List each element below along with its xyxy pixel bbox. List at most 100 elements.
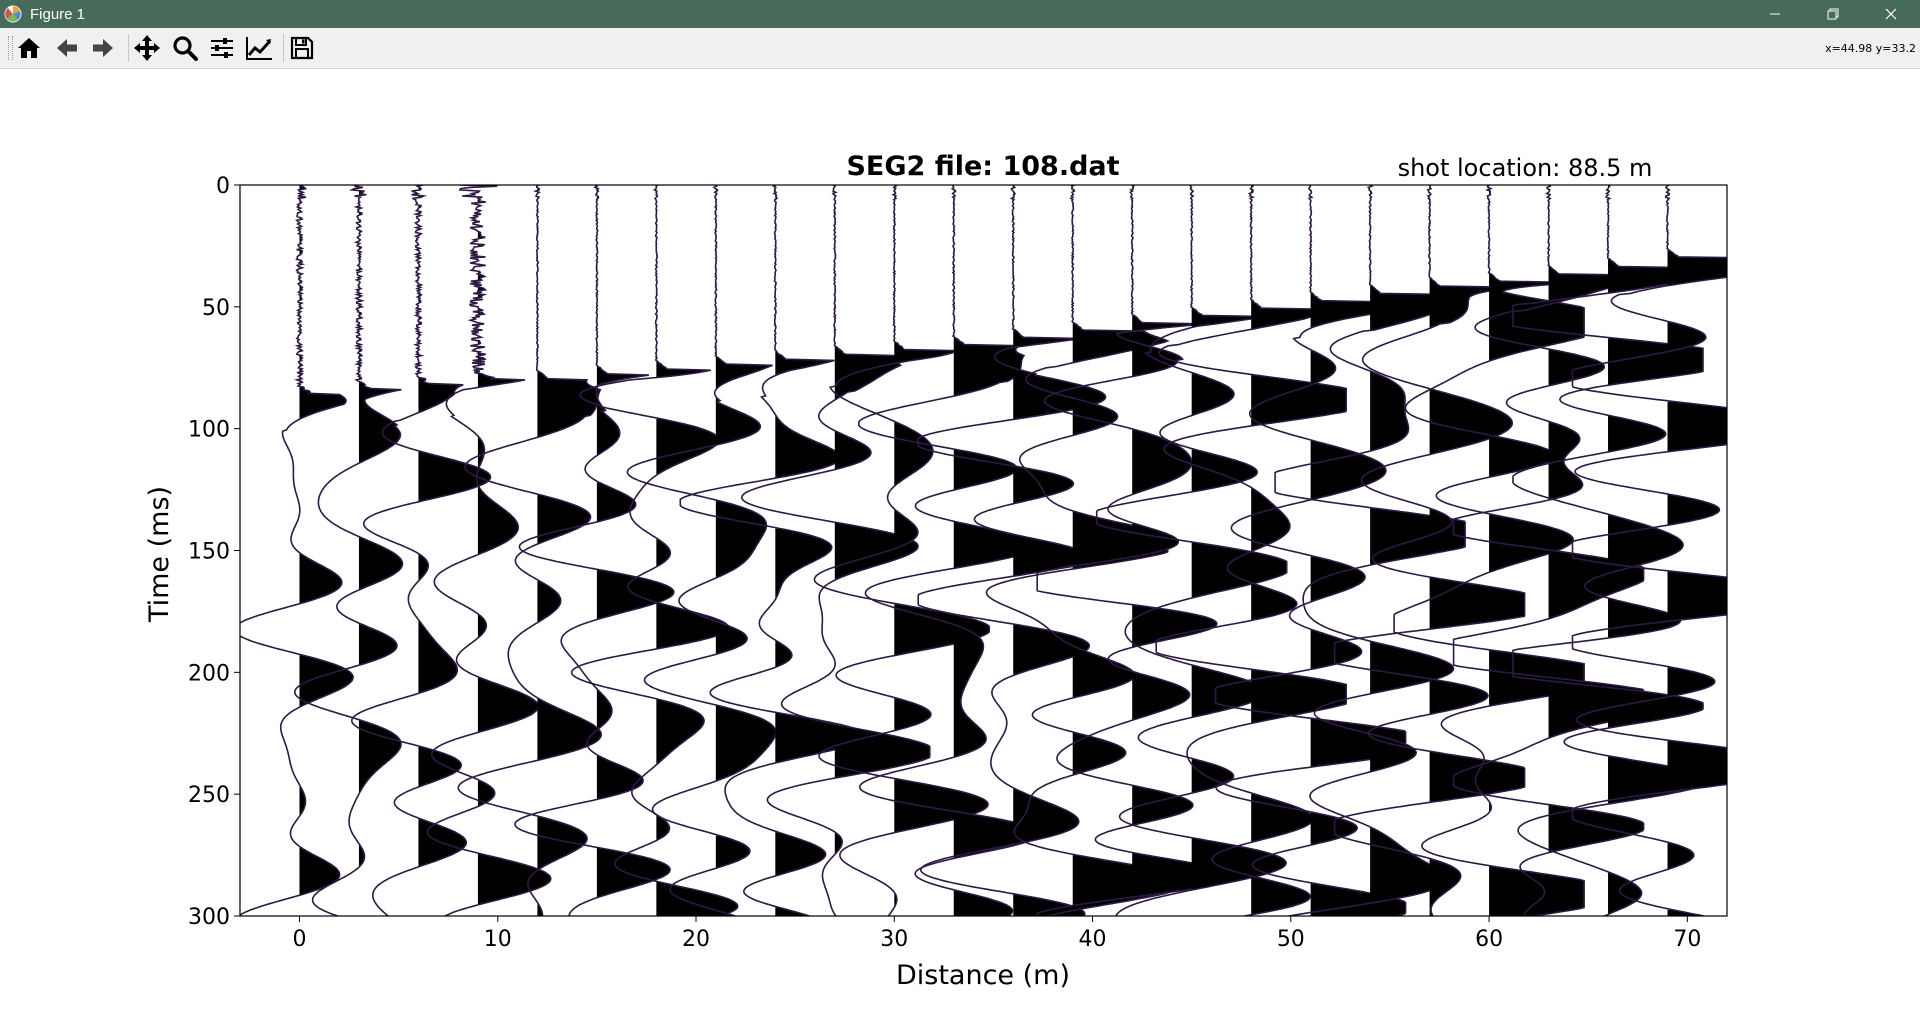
- trace-wiggle: [1452, 185, 1645, 916]
- home-icon: [18, 38, 40, 58]
- trace-fill: [1013, 185, 1106, 916]
- navigation-toolbar: x=44.98 y=33.2: [0, 28, 1920, 69]
- pan-button[interactable]: [131, 32, 163, 64]
- chart-title: SEG2 file: 108.dat: [846, 151, 1119, 182]
- arrow-left-icon: [57, 39, 77, 57]
- trace-fill: [1489, 185, 1585, 916]
- trace-fill: [1667, 185, 1727, 916]
- y-tick-label: 100: [188, 418, 230, 443]
- trace-wiggle: [570, 185, 739, 916]
- y-tick-label: 50: [202, 296, 230, 321]
- seismic-trace: [1036, 185, 1228, 916]
- magnifier-icon: [173, 36, 198, 61]
- trace-wiggle: [1155, 185, 1347, 916]
- x-tick-label: 40: [1079, 927, 1107, 952]
- seismic-trace: [1512, 185, 1704, 916]
- seismic-trace: [741, 185, 931, 916]
- trace-fill: [1608, 185, 1704, 915]
- seismic-trace: [1571, 185, 1727, 916]
- toolbar-separator: [128, 34, 129, 62]
- x-axis: 0 10 20 30 40 50 60 70: [292, 916, 1701, 952]
- trace-fill: [1310, 191, 1406, 916]
- y-tick-label: 250: [188, 783, 230, 808]
- close-button[interactable]: [1862, 0, 1920, 28]
- traces-layer: [240, 185, 1727, 916]
- cursor-coordinates: x=44.98 y=33.2: [1825, 42, 1916, 55]
- trace-fill: [299, 185, 354, 896]
- trace-fill: [1370, 186, 1466, 904]
- x-tick-label: 70: [1673, 927, 1701, 952]
- window-title: Figure 1: [30, 5, 86, 23]
- restore-icon: [1827, 8, 1839, 20]
- title-bar: Figure 1: [0, 0, 1920, 28]
- trace-fill: [834, 186, 930, 916]
- trace-wiggle: [350, 185, 492, 916]
- restore-button[interactable]: [1804, 0, 1862, 28]
- trace-wiggle: [1571, 185, 1727, 916]
- x-tick-label: 30: [880, 927, 908, 952]
- subplots-button[interactable]: [206, 32, 238, 64]
- arrow-right-icon: [93, 39, 113, 57]
- seismic-trace: [813, 185, 991, 916]
- shot-location-annotation: shot location: 88.5 m: [1398, 154, 1653, 182]
- y-tick-label: 200: [188, 661, 230, 686]
- forward-button[interactable]: [87, 32, 119, 64]
- x-tick-label: 60: [1475, 927, 1503, 952]
- seismic-trace: [1452, 185, 1645, 916]
- seismic-trace: [985, 185, 1170, 916]
- seismic-trace: [626, 185, 777, 916]
- trace-fill: [1072, 185, 1168, 912]
- trace-fill: [358, 187, 403, 868]
- minimize-button[interactable]: [1746, 0, 1804, 28]
- y-tick-label: 0: [216, 174, 230, 199]
- matplotlib-logo-icon: [4, 5, 22, 23]
- minimize-icon: [1770, 13, 1780, 15]
- seismic-chart[interactable]: SEG2 file: 108.dat shot location: 88.5 m…: [0, 69, 1920, 1030]
- trace-wiggle: [741, 185, 931, 916]
- trace-wiggle: [985, 185, 1170, 916]
- trace-fill: [656, 185, 738, 916]
- trace-wiggle: [1095, 185, 1288, 916]
- save-button[interactable]: [286, 32, 318, 64]
- zoom-button[interactable]: [169, 32, 201, 64]
- x-tick-label: 0: [292, 927, 306, 952]
- seismic-trace: [570, 185, 739, 916]
- back-button[interactable]: [51, 32, 83, 64]
- sliders-icon: [211, 38, 233, 58]
- figure-canvas[interactable]: SEG2 file: 108.dat shot location: 88.5 m…: [0, 69, 1920, 1030]
- seismic-trace: [350, 185, 492, 916]
- seismic-trace: [240, 185, 354, 916]
- trace-wiggle: [679, 185, 867, 916]
- x-tick-label: 20: [682, 927, 710, 952]
- home-button[interactable]: [13, 32, 45, 64]
- floppy-disk-icon: [290, 36, 314, 60]
- y-axis: 0 50 100 150 200 250 300: [188, 174, 240, 930]
- line-chart-icon: [246, 37, 272, 60]
- trace-wiggle: [457, 185, 603, 916]
- trace-fill: [477, 186, 551, 906]
- trace-fill: [537, 185, 602, 916]
- trace-fill: [1132, 186, 1228, 898]
- move-icon: [134, 35, 160, 61]
- seismic-trace: [457, 185, 603, 916]
- trace-wiggle: [426, 185, 552, 916]
- seismic-trace: [426, 185, 552, 916]
- edit-axes-button[interactable]: [243, 32, 275, 64]
- seismic-trace: [293, 185, 404, 916]
- trace-wiggle: [293, 185, 404, 916]
- y-tick-label: 150: [188, 540, 230, 565]
- trace-wiggle: [514, 185, 675, 916]
- toolbar-grip[interactable]: [8, 36, 13, 60]
- y-axis-label: Time (ms): [144, 486, 175, 623]
- x-tick-label: 10: [484, 927, 512, 952]
- trace-wiggle: [240, 185, 354, 916]
- trace-wiggle: [1512, 185, 1704, 916]
- close-icon: [1885, 8, 1897, 20]
- y-tick-label: 300: [188, 905, 230, 930]
- x-axis-label: Distance (m): [896, 960, 1070, 991]
- trace-wiggle: [813, 185, 991, 916]
- seismic-trace: [514, 185, 675, 916]
- trace-fill: [1429, 185, 1525, 916]
- trace-wiggle: [1036, 185, 1228, 916]
- trace-fill: [715, 186, 776, 916]
